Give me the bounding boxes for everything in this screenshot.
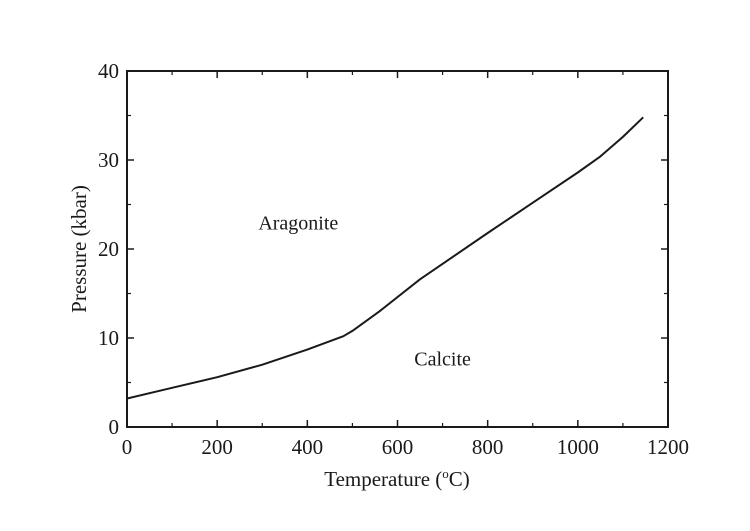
x-tick-label: 200: [201, 435, 233, 459]
y-tick-label: 10: [98, 326, 119, 350]
region-label-aragonite: Aragonite: [258, 212, 338, 234]
y-tick-label: 20: [98, 237, 119, 261]
x-axis-title: Temperature (oC): [324, 466, 470, 491]
x-tick-label: 600: [382, 435, 414, 459]
y-axis-title: Pressure (kbar): [67, 185, 91, 313]
axis-ticks: [126, 70, 669, 428]
x-tick-label: 1200: [647, 435, 689, 459]
y-tick-label: 0: [109, 415, 120, 439]
region-label-calcite: Calcite: [414, 349, 471, 371]
phase-boundary-line: [126, 116, 644, 400]
x-tick-label: 0: [122, 435, 133, 459]
y-tick-label: 30: [98, 148, 119, 172]
x-tick-label: 800: [472, 435, 504, 459]
y-tick-label: 40: [98, 59, 119, 83]
region-labels: Aragonite Calcite: [258, 212, 471, 370]
x-tick-label: 1000: [557, 435, 599, 459]
axis-tick-labels: 0 200 400 600 800 1000 1200 0 10 20 30 40: [98, 59, 689, 459]
x-tick-label: 400: [292, 435, 324, 459]
plot-area: [126, 70, 669, 428]
x-axis-title-degree: o: [442, 466, 449, 481]
